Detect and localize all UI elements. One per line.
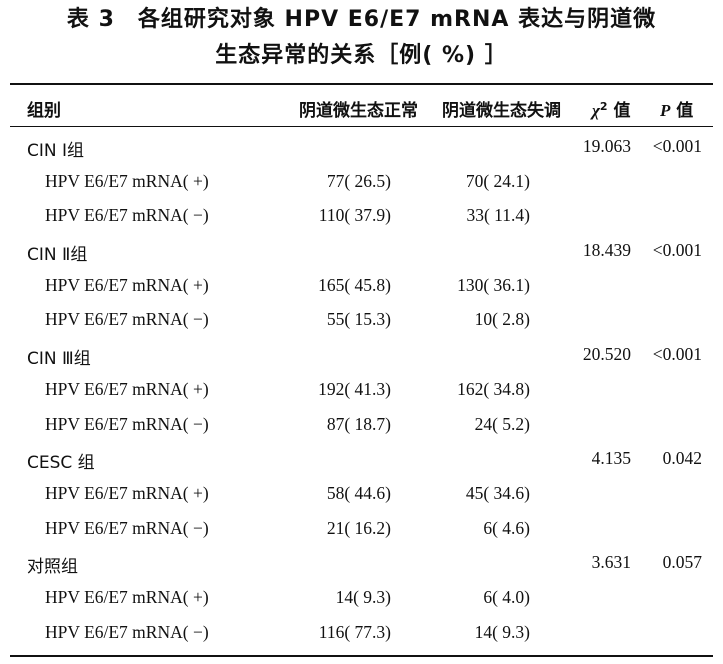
cell-abnormal: 6( 4.6) [483, 517, 530, 538]
chi-suffix: 值 [607, 101, 631, 121]
cell-normal: 58( 44.6) [326, 482, 391, 503]
table-row: HPV E6/E7 mRNA( −) 116( 77.3) 14( 9.3) [0, 616, 723, 651]
table-bottom-rule [10, 655, 713, 657]
header-normal: 阴道微生态正常 [299, 101, 418, 121]
cell-abnormal: 14( 9.3) [474, 621, 530, 642]
header-p-value: P 值 [660, 96, 693, 121]
p-symbol: P [660, 101, 671, 120]
cell-label: CIN Ⅲ组 [27, 349, 91, 370]
cell-abnormal: 162( 34.8) [457, 378, 530, 399]
header-chi-square: χ2 值 [592, 96, 630, 121]
table-row: HPV E6/E7 mRNA( −) 55( 15.3) 10( 2.8) [0, 303, 723, 338]
cell-p-value: <0.001 [652, 136, 702, 156]
header-group: 组别 [27, 101, 61, 121]
table-row: HPV E6/E7 mRNA( +) 14( 9.3) 6( 4.0) [0, 581, 723, 616]
table-top-rule [10, 83, 713, 85]
table-row: HPV E6/E7 mRNA( −) 110( 37.9) 33( 11.4) [0, 199, 723, 234]
cell-normal: 192( 41.3) [318, 378, 391, 399]
cell-normal: 116( 77.3) [318, 621, 391, 642]
header-abnormal: 阴道微生态失调 [442, 101, 561, 121]
table-group-row: CESC 组 4.135 0.042 [0, 442, 723, 477]
cell-normal: 21( 16.2) [326, 517, 391, 538]
cell-label: HPV E6/E7 mRNA( −) [45, 309, 209, 330]
table-group-row: CIN Ⅱ组 18.439 <0.001 [0, 234, 723, 269]
cell-normal: 87( 18.7) [326, 413, 391, 434]
cell-chi-square: 20.520 [582, 344, 631, 365]
cell-p-value: 0.057 [662, 552, 702, 573]
cell-abnormal: 33( 11.4) [466, 205, 530, 226]
cell-label: HPV E6/E7 mRNA( −) [45, 517, 209, 538]
cell-abnormal: 45( 34.6) [465, 482, 530, 503]
table-row: HPV E6/E7 mRNA( +) 165( 45.8) 130( 36.1) [0, 269, 723, 304]
table-header: 组别 阴道微生态正常 阴道微生态失调 χ2 值 P 值 [0, 86, 723, 126]
cell-normal: 77( 26.5) [326, 170, 391, 191]
table-group-row: CIN Ⅰ组 19.063 <0.001 [0, 130, 723, 165]
cell-chi-square: 3.631 [591, 552, 631, 573]
table-header-rule [10, 126, 713, 127]
chi-superscript: 2 [599, 100, 608, 113]
table-row: HPV E6/E7 mRNA( −) 21( 16.2) 6( 4.6) [0, 512, 723, 547]
cell-chi-square: 18.439 [582, 240, 631, 261]
cell-normal: 165( 45.8) [318, 274, 391, 295]
table-row: HPV E6/E7 mRNA( +) 58( 44.6) 45( 34.6) [0, 477, 723, 512]
cell-label: CIN Ⅰ组 [27, 141, 85, 161]
cell-abnormal: 10( 2.8) [474, 309, 530, 330]
table-row: HPV E6/E7 mRNA( +) 77( 26.5) 70( 24.1) [0, 165, 723, 200]
table-title-line1: 表 3 各组研究对象 HPV E6/E7 mRNA 表达与阴道微 [66, 7, 657, 32]
table-title: 表 3 各组研究对象 HPV E6/E7 mRNA 表达与阴道微 生态异常的关系… [0, 0, 723, 74]
cell-label: HPV E6/E7 mRNA( +) [45, 482, 209, 503]
cell-abnormal: 70( 24.1) [465, 170, 530, 191]
cell-p-value: <0.001 [652, 240, 702, 261]
cell-abnormal: 130( 36.1) [457, 274, 530, 295]
chi-symbol: χ [592, 101, 600, 120]
table-row: HPV E6/E7 mRNA( −) 87( 18.7) 24( 5.2) [0, 408, 723, 443]
cell-label: HPV E6/E7 mRNA( +) [45, 170, 209, 191]
p-suffix: 值 [670, 101, 694, 121]
table-group-row: 对照组 3.631 0.057 [0, 546, 723, 581]
cell-label: HPV E6/E7 mRNA( +) [45, 274, 209, 295]
cell-label: HPV E6/E7 mRNA( −) [45, 621, 209, 642]
table-title-line2: 生态异常的关系［例( %) ］ [215, 43, 508, 68]
cell-abnormal: 6( 4.0) [483, 586, 530, 607]
cell-p-value: <0.001 [652, 344, 702, 365]
cell-normal: 14( 9.3) [335, 586, 391, 607]
cell-label: CIN Ⅱ组 [27, 245, 88, 266]
cell-label: HPV E6/E7 mRNA( +) [45, 586, 209, 607]
cell-abnormal: 24( 5.2) [474, 413, 530, 434]
cell-label: HPV E6/E7 mRNA( +) [45, 378, 209, 399]
cell-chi-square: 19.063 [582, 136, 631, 156]
cell-normal: 55( 15.3) [326, 309, 391, 330]
cell-label: CESC 组 [27, 453, 95, 474]
table-row: HPV E6/E7 mRNA( +) 192( 41.3) 162( 34.8) [0, 373, 723, 408]
table-body: CIN Ⅰ组 19.063 <0.001 HPV E6/E7 mRNA( +) 77( … [0, 130, 723, 650]
cell-normal: 110( 37.9) [318, 205, 391, 226]
cell-chi-square: 4.135 [591, 448, 631, 469]
cell-label: 对照组 [27, 557, 78, 578]
cell-label: HPV E6/E7 mRNA( −) [45, 413, 209, 434]
cell-label: HPV E6/E7 mRNA( −) [45, 205, 209, 226]
table-group-row: CIN Ⅲ组 20.520 <0.001 [0, 338, 723, 373]
cell-p-value: 0.042 [662, 448, 702, 469]
